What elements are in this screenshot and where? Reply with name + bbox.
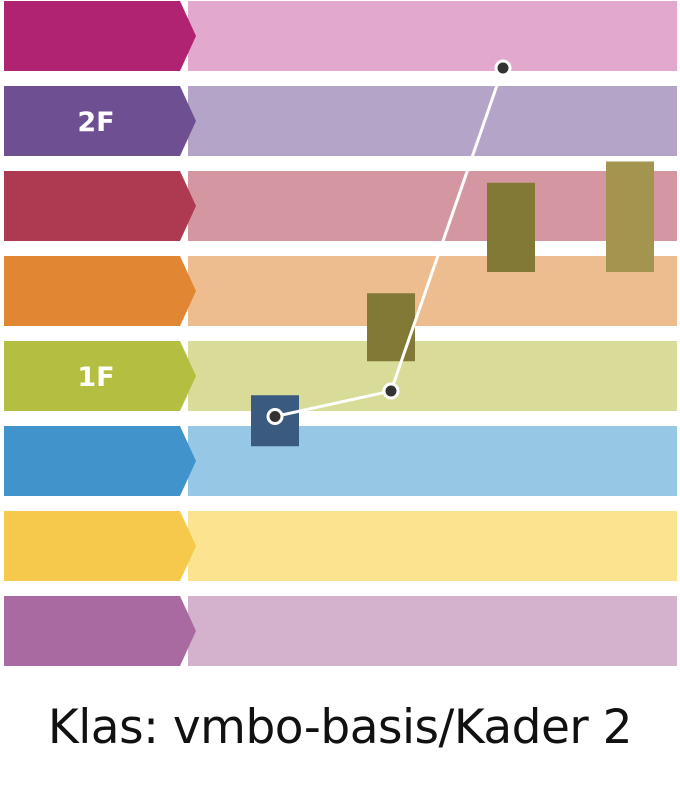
level-band-7 <box>188 86 677 156</box>
level-arrow-6 <box>4 171 196 241</box>
level-label-1f: 1F <box>77 362 114 393</box>
level-arrow-4 <box>4 341 196 411</box>
score-point-3 <box>494 59 512 77</box>
level-band-1 <box>188 596 677 666</box>
level-arrow-1 <box>4 596 196 666</box>
level-label-2f: 2F <box>77 107 114 138</box>
level-band-8 <box>188 1 677 71</box>
range-bar-4 <box>606 161 654 272</box>
level-chart: 2F 1F <box>4 1 677 666</box>
class-caption: Klas: vmbo-basis/Kader 2 <box>47 700 633 755</box>
level-band-6 <box>188 171 677 241</box>
score-point-2 <box>382 382 400 400</box>
level-arrow-8 <box>4 1 196 71</box>
score-point-1 <box>266 408 284 425</box>
level-band-2 <box>188 511 677 581</box>
level-band-5 <box>188 256 677 326</box>
level-arrow-5 <box>4 256 196 326</box>
range-bar-2 <box>367 293 415 362</box>
level-arrow-3 <box>4 426 196 496</box>
range-bar-3 <box>487 182 535 272</box>
level-arrow-2 <box>4 511 196 581</box>
level-arrow-7 <box>4 86 196 156</box>
